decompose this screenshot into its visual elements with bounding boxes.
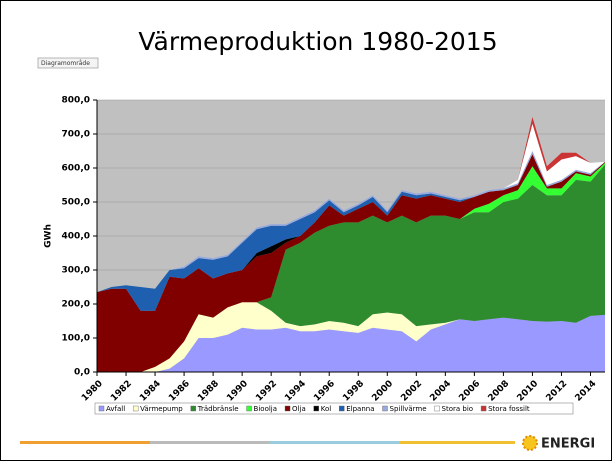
- tooltip: Diagramområde: [41, 60, 90, 67]
- legend-swatch: [98, 405, 105, 412]
- legend-swatch: [284, 405, 291, 412]
- y-tick-label: 600,0: [62, 164, 90, 174]
- y-tick-label: 700,0: [62, 130, 90, 140]
- chart-title: Värmeproduktion 1980-2015: [138, 27, 497, 56]
- area: [97, 154, 605, 311]
- area: [97, 302, 605, 372]
- y-tick-label: 800,0: [62, 96, 90, 106]
- area: [97, 164, 605, 372]
- y-tick-label: 300,0: [62, 266, 90, 276]
- logo: ENERGI: [541, 437, 595, 452]
- footer-bar: [400, 441, 515, 444]
- legend-label: Trädbränsle: [197, 405, 239, 413]
- footer-bar: [20, 441, 150, 444]
- area: [97, 314, 605, 372]
- legend-label: Kol: [321, 405, 332, 413]
- legend-label: Värmepump: [140, 405, 183, 413]
- chart: 0,0 100,0 200,0 300,0 400,0 500,0 600,0 700,0 80…: [62, 96, 605, 413]
- legend-label: Olja: [292, 405, 306, 413]
- y-tick-label: 200,0: [62, 300, 90, 310]
- legend-swatch: [434, 405, 440, 412]
- legend-swatch: [246, 405, 252, 412]
- y-tick-label: 500,0: [62, 198, 90, 208]
- legend-label: Stora fossilt: [488, 405, 530, 413]
- legend-label: Elpanna: [346, 405, 374, 413]
- area: [97, 154, 605, 372]
- tooltip-box: [37, 57, 99, 69]
- footer-bar: [150, 441, 270, 444]
- legend-label: Stora bio: [442, 405, 474, 413]
- y-tick-label: 100,0: [62, 334, 90, 344]
- legend-label: Spillvärme: [390, 405, 427, 413]
- y-axis-label: GWh: [44, 224, 54, 248]
- legend-swatch: [382, 405, 388, 412]
- y-tick-label: 400,0: [62, 232, 90, 242]
- y-tick-label: 0,0: [74, 368, 90, 378]
- legend-swatch: [480, 405, 487, 412]
- logo-sun: [522, 435, 538, 451]
- footer-rule: [20, 441, 515, 444]
- legend-swatch: [313, 405, 319, 412]
- legend-label: Bioolja: [254, 405, 278, 413]
- legend-swatch: [190, 405, 196, 412]
- area: [97, 151, 605, 293]
- legend-swatch: [132, 405, 139, 412]
- legend-swatch: [339, 405, 345, 412]
- footer-bar: [270, 441, 400, 444]
- legend-label: Avfall: [106, 405, 125, 413]
- legend-box: [94, 402, 574, 415]
